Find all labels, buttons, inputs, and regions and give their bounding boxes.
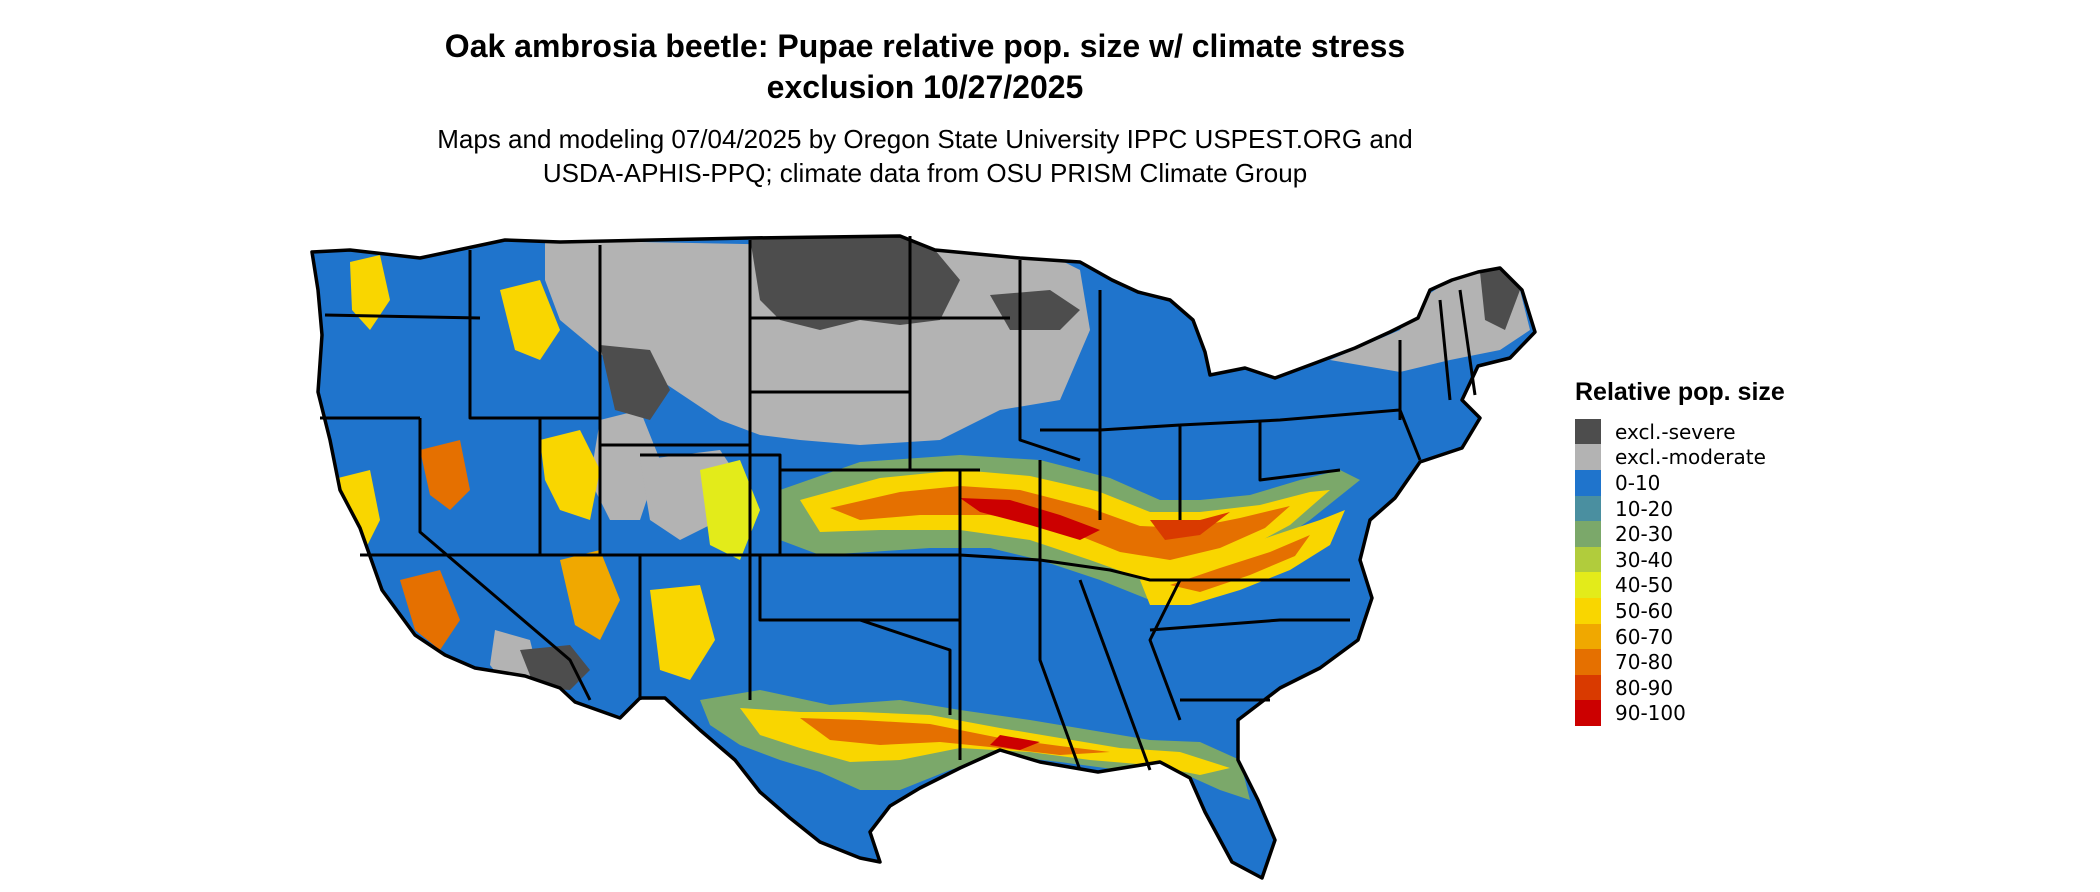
legend-label: 70-80 <box>1615 650 1674 675</box>
legend-swatch <box>1575 597 1601 624</box>
legend-item: 20-30 <box>1575 521 1785 548</box>
legend-swatch <box>1575 546 1601 573</box>
subtitle-line-1: Maps and modeling 07/04/2025 by Oregon S… <box>437 124 1413 154</box>
legend-item: 40-50 <box>1575 572 1785 599</box>
legend-item: excl.-moderate <box>1575 444 1785 471</box>
legend-item: 50-60 <box>1575 597 1785 624</box>
legend-swatch <box>1575 444 1601 471</box>
legend-label: excl.-moderate <box>1615 445 1766 470</box>
legend-label: 10-20 <box>1615 496 1674 521</box>
legend-item: 0-10 <box>1575 469 1785 496</box>
map-subtitle: Maps and modeling 07/04/2025 by Oregon S… <box>0 122 1850 190</box>
legend-item: 80-90 <box>1575 674 1785 701</box>
legend-swatch <box>1575 674 1601 701</box>
legend-title: Relative pop. size <box>1575 378 1785 406</box>
legend-item: excl.-severe <box>1575 418 1785 445</box>
legend-label: 0-10 <box>1615 470 1661 495</box>
title-line-1: Oak ambrosia beetle: Pupae relative pop.… <box>444 28 1406 64</box>
legend-item: 10-20 <box>1575 495 1785 522</box>
legend-swatch <box>1575 649 1601 676</box>
legend-item: 30-40 <box>1575 546 1785 573</box>
legend-swatch <box>1575 572 1601 599</box>
legend-item: 90-100 <box>1575 700 1785 727</box>
legend-swatch <box>1575 623 1601 650</box>
title-line-2: exclusion 10/27/2025 <box>766 69 1084 105</box>
legend-label: 60-70 <box>1615 624 1674 649</box>
legend-swatch <box>1575 469 1601 496</box>
legend-swatch <box>1575 521 1601 548</box>
subtitle-line-2: USDA-APHIS-PPQ; climate data from OSU PR… <box>542 158 1308 188</box>
us-population-map <box>310 234 1537 880</box>
legend-swatch <box>1575 418 1601 445</box>
legend-item: 60-70 <box>1575 623 1785 650</box>
legend-label: 80-90 <box>1615 675 1674 700</box>
legend-swatch <box>1575 495 1601 522</box>
legend-swatch <box>1575 700 1601 727</box>
legend-label: 30-40 <box>1615 547 1674 572</box>
map-title: Oak ambrosia beetle: Pupae relative pop.… <box>0 26 1850 108</box>
legend-item: 70-80 <box>1575 649 1785 676</box>
map-legend: Relative pop. size excl.-severe excl.-mod… <box>1575 378 1785 727</box>
legend-items: excl.-severe excl.-moderate 0-10 10-20 20-30… <box>1575 418 1785 727</box>
legend-label: 20-30 <box>1615 522 1674 547</box>
legend-label: excl.-severe <box>1615 419 1736 444</box>
legend-label: 50-60 <box>1615 598 1674 623</box>
state-boundaries <box>310 234 1537 880</box>
legend-label: 40-50 <box>1615 573 1674 598</box>
legend-label: 90-100 <box>1615 701 1686 726</box>
